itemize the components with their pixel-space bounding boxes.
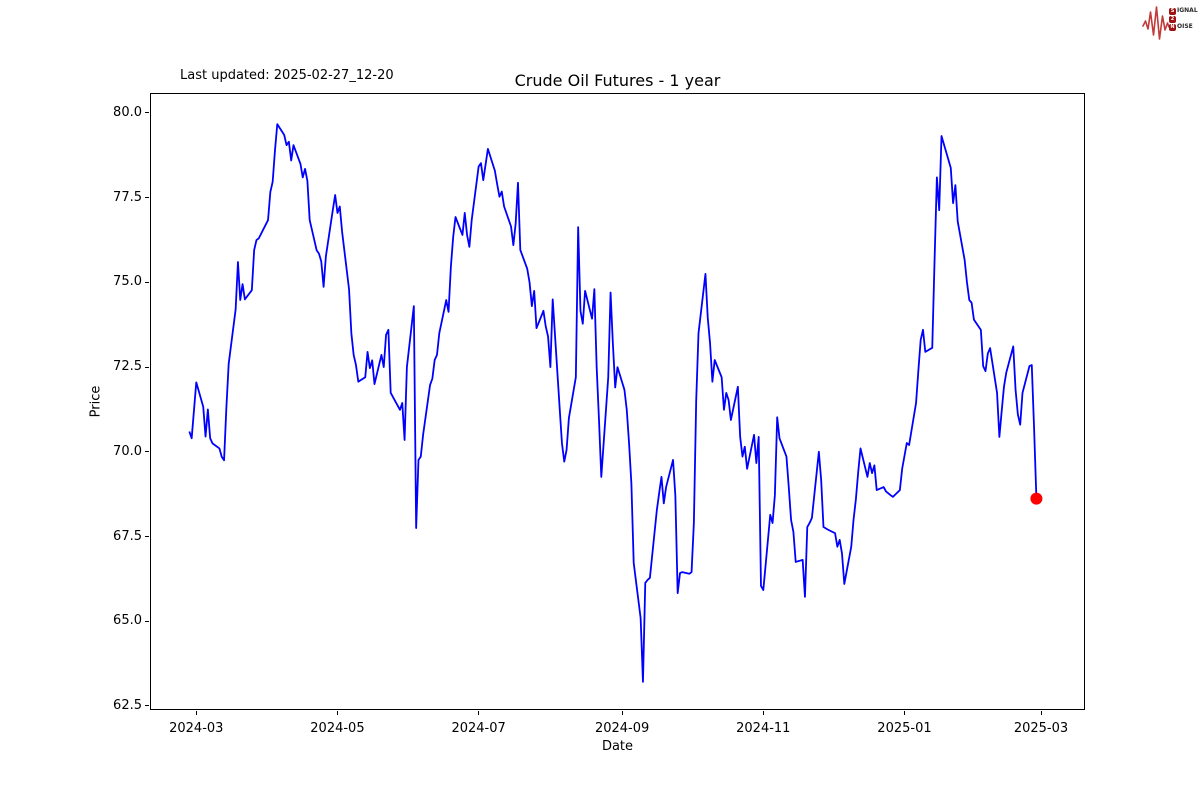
y-tick-label: 67.5 xyxy=(113,528,142,544)
y-tick-mark xyxy=(145,281,149,283)
y-tick-label: 80.0 xyxy=(113,104,142,120)
waveform-icon xyxy=(1142,6,1170,40)
y-tick-label: 72.5 xyxy=(113,359,142,375)
y-tick-mark xyxy=(145,536,149,538)
signal-2-noise-logo: S IGNAL 2 N OISE xyxy=(1142,3,1198,43)
y-tick-label: 65.0 xyxy=(113,613,142,629)
y-tick-label: 77.5 xyxy=(113,189,142,205)
x-tick-mark xyxy=(621,711,623,715)
logo-badge-n: N xyxy=(1169,23,1176,31)
x-tick-label: 2025-01 xyxy=(877,721,932,736)
last-close-marker xyxy=(1030,492,1043,505)
y-tick-mark xyxy=(145,620,149,622)
logo-badge-2: 2 xyxy=(1169,15,1176,23)
y-tick-mark xyxy=(145,112,149,114)
logo-noise-rest: OISE xyxy=(1177,23,1193,30)
y-tick-mark xyxy=(145,705,149,707)
last-updated-text: Last updated: 2025-02-27_12-20 xyxy=(180,68,394,83)
x-tick-mark xyxy=(478,711,480,715)
y-tick-mark xyxy=(145,451,149,453)
x-tick-label: 2024-07 xyxy=(451,721,506,736)
x-tick-mark xyxy=(762,711,764,715)
price-line-plot xyxy=(188,123,1043,683)
y-tick-label: 62.5 xyxy=(113,697,142,713)
x-axis-label: Date xyxy=(601,739,634,754)
logo-text: S IGNAL 2 N OISE xyxy=(1169,7,1198,31)
plot-area xyxy=(150,93,1085,710)
chart-title: Crude Oil Futures - 1 year xyxy=(514,71,721,90)
x-tick-label: 2024-05 xyxy=(310,721,365,736)
x-tick-mark xyxy=(1040,711,1042,715)
price-line xyxy=(188,123,1038,683)
y-tick-mark xyxy=(145,197,149,199)
x-tick-label: 2025-03 xyxy=(1013,721,1069,736)
x-tick-label: 2024-03 xyxy=(169,721,224,736)
y-tick-label: 75.0 xyxy=(113,274,142,290)
y-axis-label: Price xyxy=(88,385,104,418)
x-tick-mark xyxy=(195,711,197,715)
x-tick-label: 2024-09 xyxy=(594,721,650,736)
logo-row-signal: S IGNAL xyxy=(1169,7,1198,15)
y-tick-label: 70.0 xyxy=(113,443,142,459)
logo-row-noise: N OISE xyxy=(1169,23,1198,31)
y-tick-mark xyxy=(145,366,149,368)
logo-signal-rest: IGNAL xyxy=(1177,7,1198,14)
logo-badge-s: S xyxy=(1169,7,1176,15)
x-tick-mark xyxy=(336,711,338,715)
logo-row-2: 2 xyxy=(1169,15,1198,23)
x-tick-mark xyxy=(903,711,905,715)
x-tick-label: 2024-11 xyxy=(736,721,791,736)
